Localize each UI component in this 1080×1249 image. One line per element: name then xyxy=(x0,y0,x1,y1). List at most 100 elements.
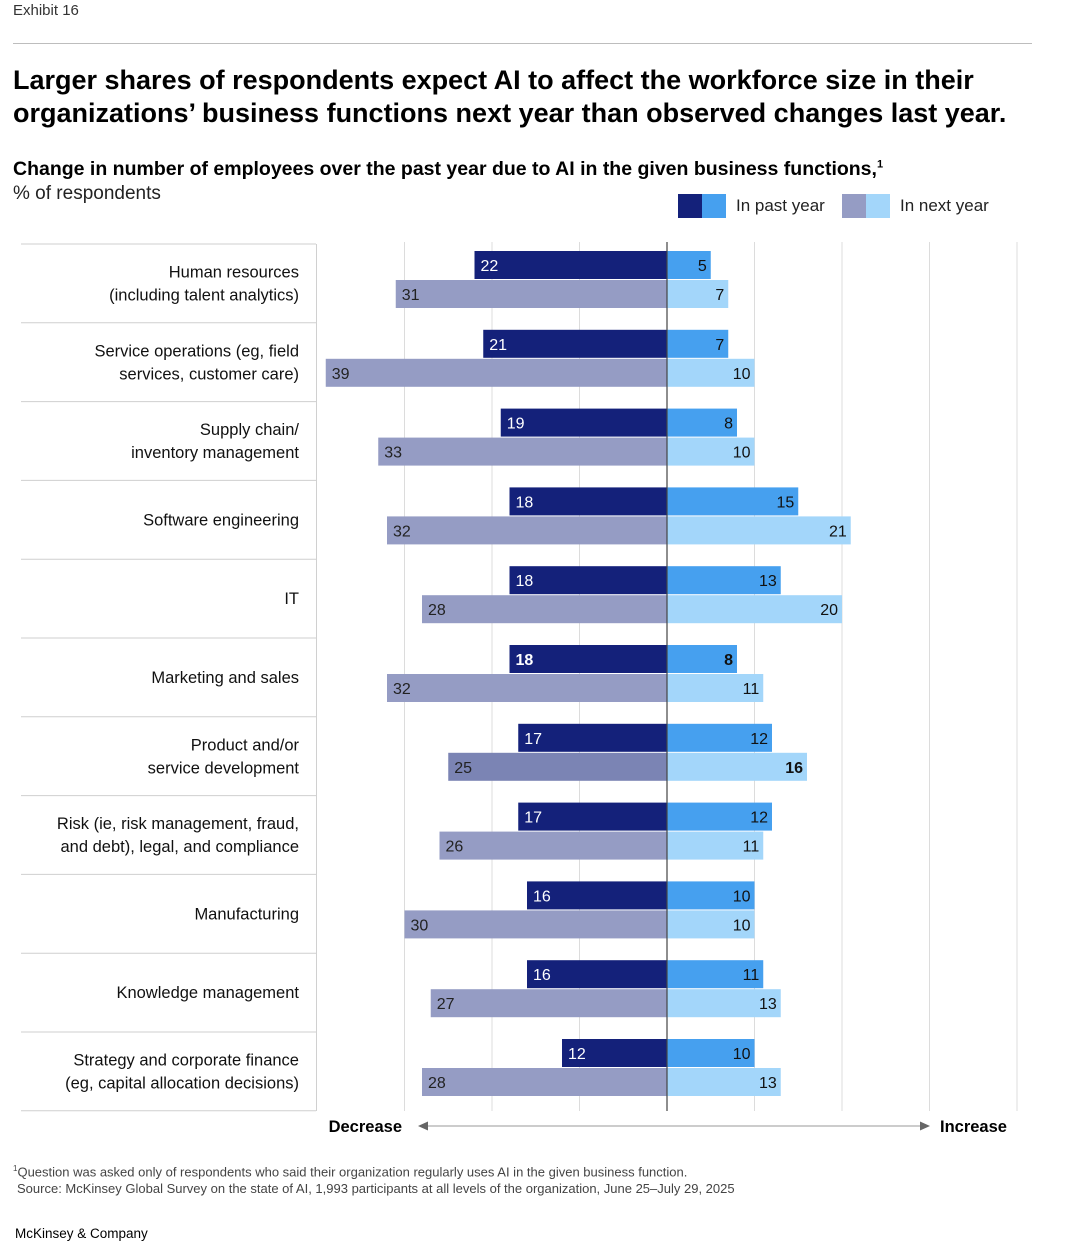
category-label: service development xyxy=(148,759,300,777)
bar-value-label: 19 xyxy=(507,416,525,433)
bar-next-increase xyxy=(667,358,755,387)
axis-label-decrease: Decrease xyxy=(329,1118,402,1136)
legend-swatch-past-increase xyxy=(702,194,726,218)
source-note: Source: McKinsey Global Survey on the st… xyxy=(17,1181,735,1197)
bar-past-decrease xyxy=(518,802,667,831)
bar-past-increase xyxy=(667,566,781,595)
axis-label-increase: Increase xyxy=(940,1118,1007,1136)
category-label: Supply chain/ xyxy=(200,421,299,439)
bar-value-label: 26 xyxy=(446,839,464,856)
bar-next-increase xyxy=(667,1068,781,1096)
category-label: IT xyxy=(284,590,299,608)
subtitle-footnote-marker: 1 xyxy=(876,158,884,171)
bar-past-decrease xyxy=(509,566,667,595)
arrow-right-icon xyxy=(920,1121,930,1131)
bar-value-label: 28 xyxy=(428,602,446,619)
bar-value-label: 18 xyxy=(516,573,534,590)
bar-next-decrease xyxy=(422,595,667,624)
bar-next-increase xyxy=(667,910,755,939)
bar-value-label: 28 xyxy=(428,1075,446,1092)
chart-subtitle: Change in number of employees over the p… xyxy=(13,158,883,181)
bar-value-label: 7 xyxy=(715,337,724,354)
bar-next-decrease xyxy=(378,437,667,466)
category-label: and debt), legal, and compliance xyxy=(61,838,300,856)
bar-value-label: 10 xyxy=(733,366,751,383)
bar-value-label: 22 xyxy=(481,258,499,275)
bar-past-decrease xyxy=(509,645,667,673)
bar-next-increase xyxy=(667,674,764,702)
legend-next-label: In next year xyxy=(900,196,989,215)
bar-value-label: 13 xyxy=(759,1075,777,1092)
brand-logo-text: McKinsey & Company xyxy=(15,1226,148,1241)
bar-value-label: 10 xyxy=(733,888,751,905)
category-label: services, customer care) xyxy=(119,365,299,383)
bar-value-label: 12 xyxy=(750,810,768,827)
bar-past-increase xyxy=(667,251,711,279)
bar-next-increase xyxy=(667,831,764,860)
bar-value-label: 25 xyxy=(454,760,472,777)
bar-value-label: 10 xyxy=(733,917,751,934)
diverging-bar-chart: Human resources (including talent analyti… xyxy=(21,242,1018,1136)
bar-past-decrease xyxy=(527,881,667,910)
bar-value-label: 30 xyxy=(411,917,429,934)
bar-past-increase xyxy=(667,487,799,516)
bar-next-increase xyxy=(667,437,755,466)
bar-next-decrease xyxy=(325,358,667,387)
footnote-text: Question was asked only of respondents w… xyxy=(17,1164,688,1180)
category-label: Manufacturing xyxy=(194,905,299,923)
bar-past-increase xyxy=(667,960,764,989)
bar-value-label: 10 xyxy=(733,1046,751,1063)
bar-value-label: 11 xyxy=(743,967,760,984)
bar-value-label: 5 xyxy=(698,258,707,275)
bar-past-increase xyxy=(667,802,772,831)
bar-value-label: 8 xyxy=(724,652,733,669)
bar-past-decrease xyxy=(527,960,667,989)
category-label: Service operations (eg, field xyxy=(94,342,299,360)
bar-value-label: 15 xyxy=(776,494,794,511)
bar-next-increase xyxy=(667,752,807,781)
bar-next-decrease xyxy=(430,989,667,1018)
bar-value-label: 16 xyxy=(785,760,803,777)
category-label: Knowledge management xyxy=(116,984,299,1002)
category-label: (eg, capital allocation decisions) xyxy=(65,1075,299,1093)
bar-next-decrease xyxy=(387,674,667,702)
bar-next-decrease xyxy=(422,1068,667,1096)
bar-value-label: 12 xyxy=(568,1046,586,1063)
legend-next-year: In next year xyxy=(842,194,989,218)
footnote: 1Question was asked only of respondents … xyxy=(13,1160,735,1180)
arrow-left-icon xyxy=(418,1121,428,1131)
chart-subtitle-text: Change in number of employees over the p… xyxy=(13,158,877,180)
bar-value-label: 13 xyxy=(759,996,777,1013)
bar-past-increase xyxy=(667,329,729,358)
bar-value-label: 32 xyxy=(393,523,411,540)
category-label: (including talent analytics) xyxy=(109,287,299,305)
bar-past-increase xyxy=(667,723,772,752)
bar-value-label: 17 xyxy=(524,731,542,748)
bar-value-label: 16 xyxy=(533,967,551,984)
legend-swatch-next-increase xyxy=(866,194,890,218)
bar-next-increase xyxy=(667,280,729,308)
bar-value-label: 11 xyxy=(743,681,760,698)
bar-past-decrease xyxy=(509,487,667,516)
bar-value-label: 21 xyxy=(829,523,847,540)
bar-past-increase xyxy=(667,1039,755,1067)
bar-value-label: 31 xyxy=(402,287,420,304)
bar-past-decrease xyxy=(518,723,667,752)
footnote-block: 1Question was asked only of respondents … xyxy=(13,1160,735,1197)
bar-value-label: 7 xyxy=(715,287,724,304)
bar-value-label: 10 xyxy=(733,445,751,462)
bar-value-label: 8 xyxy=(724,416,733,433)
bar-value-label: 16 xyxy=(533,888,551,905)
bar-next-decrease xyxy=(387,516,667,545)
bar-value-label: 27 xyxy=(437,996,455,1013)
legend-past-label: In past year xyxy=(736,196,825,215)
bar-past-increase xyxy=(667,881,755,910)
legend-past-year: In past year xyxy=(678,194,825,218)
legend-swatch-next-decrease xyxy=(842,194,866,218)
bar-value-label: 39 xyxy=(332,366,350,383)
category-label: inventory management xyxy=(131,444,299,462)
bar-next-decrease xyxy=(439,831,667,860)
bar-past-decrease xyxy=(483,329,667,358)
bar-value-label: 18 xyxy=(516,494,534,511)
category-label: Strategy and corporate finance xyxy=(73,1052,299,1070)
